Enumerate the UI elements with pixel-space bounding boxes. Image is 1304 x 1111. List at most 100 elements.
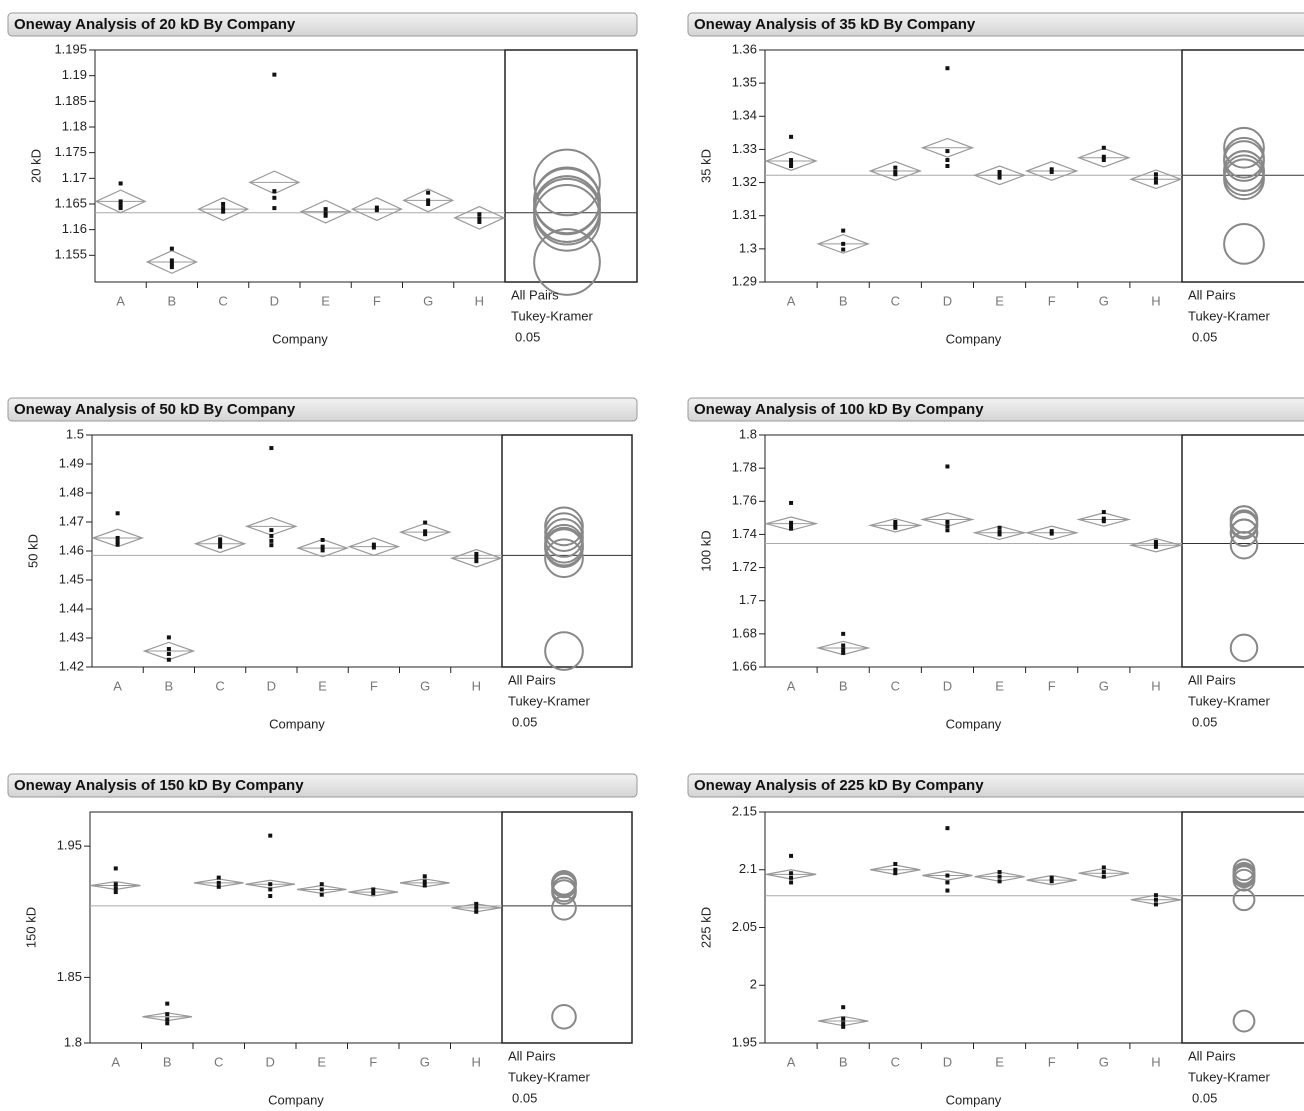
comparison-alpha: 0.05 <box>1192 714 1217 729</box>
circle-frame <box>504 49 638 283</box>
comparison-method: All Pairs <box>1188 1048 1236 1063</box>
title-bar <box>7 12 638 37</box>
data-point <box>165 1021 170 1026</box>
y-tick-label: 1.165 <box>54 195 87 210</box>
data-point <box>997 529 1002 534</box>
means-diamond <box>868 161 923 181</box>
y-axis-label: 20 kD <box>28 149 43 183</box>
data-point <box>474 555 479 560</box>
comparison-alpha: 0.05 <box>512 714 537 729</box>
data-point <box>1153 897 1158 902</box>
data-point <box>1153 172 1158 177</box>
data-point <box>323 213 328 218</box>
y-tick-label: 1.5 <box>66 426 84 441</box>
x-tick-label: B <box>165 678 174 693</box>
x-tick-label: A <box>787 293 796 308</box>
comparison-method: All Pairs <box>1188 287 1236 302</box>
data-point <box>221 206 226 211</box>
data-point <box>169 246 174 251</box>
data-point <box>841 1024 846 1029</box>
data-point <box>218 544 223 549</box>
y-tick-label: 1.19 <box>62 67 87 82</box>
data-point <box>945 528 950 533</box>
circle-frame <box>501 811 633 1044</box>
x-tick-label: F <box>370 678 378 693</box>
data-point <box>945 888 950 893</box>
data-point <box>1101 516 1106 521</box>
data-point <box>374 208 379 213</box>
x-tick-label: G <box>420 1054 430 1069</box>
means-diamond <box>1026 874 1077 886</box>
data-point <box>945 149 950 154</box>
y-tick-label: 1.49 <box>59 455 84 470</box>
oneway-panel: Oneway Analysis of 20 kD By Company 1.155… <box>7 12 638 346</box>
data-point <box>945 464 950 469</box>
data-point <box>166 635 171 640</box>
y-tick-label: 1.17 <box>62 170 87 185</box>
x-tick-label: G <box>1099 1054 1109 1069</box>
comparison-circle <box>551 1003 577 1030</box>
data-point <box>1153 180 1158 185</box>
data-point <box>945 826 950 831</box>
y-tick-label: 1.35 <box>732 75 757 90</box>
x-tick-label: C <box>214 1054 223 1069</box>
y-tick-label: 2.1 <box>739 861 757 876</box>
comparison-circle <box>551 879 577 905</box>
y-tick-label: 1.44 <box>59 600 84 615</box>
y-tick-label: 1.68 <box>732 625 757 640</box>
data-point <box>945 873 950 878</box>
data-point <box>426 201 431 206</box>
comparison-circle <box>1229 511 1259 540</box>
comparison-circle <box>1232 1009 1256 1033</box>
panel-title: Oneway Analysis of 225 kD By Company <box>694 777 984 794</box>
data-point <box>272 72 277 77</box>
plot-frame <box>91 434 503 668</box>
comparison-circle <box>533 148 601 217</box>
data-point <box>789 875 794 880</box>
comparison-circle <box>544 512 584 553</box>
data-point <box>1101 145 1106 150</box>
means-diamond <box>763 516 819 531</box>
data-point <box>841 643 846 648</box>
data-point <box>945 520 950 524</box>
data-point <box>115 535 120 540</box>
data-point <box>272 189 277 194</box>
x-tick-label: E <box>318 678 327 693</box>
data-point <box>893 172 898 177</box>
comparison-test: Tukey-Kramer <box>1188 693 1271 708</box>
x-tick-label: A <box>111 1054 120 1069</box>
data-point <box>319 892 324 897</box>
y-tick-label: 1.29 <box>732 273 757 288</box>
y-tick-label: 1.76 <box>732 493 757 508</box>
data-point <box>269 538 274 543</box>
data-point <box>113 882 118 887</box>
data-point <box>997 879 1002 884</box>
data-point <box>997 169 1002 174</box>
data-point <box>319 887 324 892</box>
data-point <box>1101 154 1106 159</box>
comparison-circle <box>1223 150 1265 192</box>
x-tick-label: A <box>787 1054 796 1069</box>
title-bar <box>7 397 638 422</box>
y-tick-label: 2.05 <box>732 919 757 934</box>
x-tick-label: D <box>266 1054 275 1069</box>
comparison-circle <box>533 228 601 296</box>
x-tick-label: F <box>1048 1054 1056 1069</box>
data-point <box>841 1016 846 1021</box>
means-diamond <box>1128 537 1184 553</box>
comparison-circle <box>1229 518 1259 548</box>
title-bar <box>687 773 1304 798</box>
x-tick-label: F <box>369 1054 377 1069</box>
means-diamond <box>1130 894 1182 906</box>
data-point <box>320 537 325 542</box>
data-point <box>118 206 123 211</box>
x-tick-label: B <box>163 1054 172 1069</box>
y-axis-label: 150 kD <box>23 907 38 948</box>
data-point <box>169 262 174 267</box>
y-axis-label: 50 kD <box>25 534 40 568</box>
data-point <box>477 219 482 224</box>
oneway-panel: Oneway Analysis of 100 kD By Company 1.66… <box>687 397 1304 731</box>
comparison-circle <box>1232 861 1256 885</box>
y-tick-label: 1.34 <box>732 108 757 123</box>
